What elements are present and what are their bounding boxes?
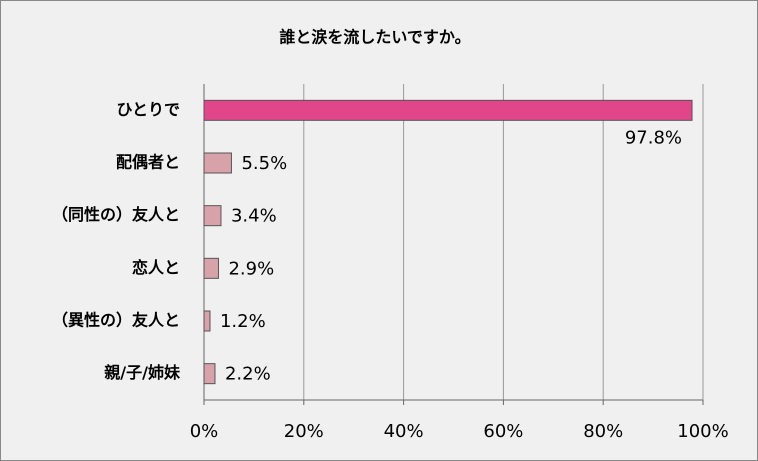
- x-tick-label: 60%: [483, 421, 523, 442]
- bar: [203, 257, 219, 279]
- x-tick-label: 100%: [677, 421, 728, 442]
- bar: [203, 99, 693, 121]
- bar: [203, 152, 232, 174]
- bar: [203, 205, 222, 227]
- value-label: 5.5%: [241, 153, 287, 174]
- value-label: 1.2%: [220, 311, 266, 332]
- bar: [203, 310, 211, 332]
- x-tick-label: 80%: [583, 421, 623, 442]
- category-label: 恋人と: [132, 258, 180, 277]
- category-label: 親/子/姉妹: [104, 363, 181, 382]
- category-label: （異性の）友人と: [52, 311, 180, 330]
- category-label: ひとりで: [116, 100, 180, 119]
- value-label: 97.8%: [625, 127, 682, 148]
- x-tick-label: 0%: [190, 421, 219, 442]
- value-label: 3.4%: [231, 206, 277, 227]
- bar: [203, 363, 216, 385]
- x-tick-label: 20%: [284, 421, 324, 442]
- value-label: 2.2%: [225, 364, 271, 385]
- chart-title: 誰と涙を流したいですか。: [279, 28, 470, 47]
- value-label: 2.9%: [228, 258, 274, 279]
- x-tick-label: 40%: [384, 421, 424, 442]
- category-label: （同性の）友人と: [52, 205, 180, 224]
- category-label: 配偶者と: [116, 153, 180, 172]
